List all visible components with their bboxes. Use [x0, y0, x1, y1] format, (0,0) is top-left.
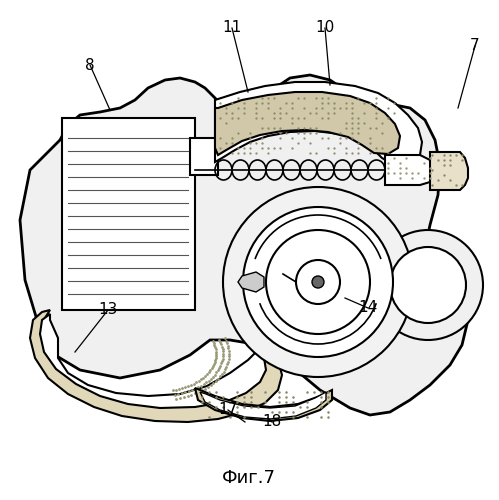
- Circle shape: [296, 260, 340, 304]
- Text: 7: 7: [470, 38, 480, 54]
- Text: 17: 17: [219, 402, 238, 417]
- Polygon shape: [385, 155, 435, 185]
- Polygon shape: [20, 75, 468, 415]
- Text: Фиг.7: Фиг.7: [222, 469, 276, 487]
- Circle shape: [243, 207, 393, 357]
- Text: 14: 14: [358, 300, 378, 316]
- Polygon shape: [430, 152, 468, 190]
- Circle shape: [312, 276, 324, 288]
- Circle shape: [266, 230, 370, 334]
- Polygon shape: [62, 118, 195, 310]
- Polygon shape: [200, 392, 326, 419]
- Text: 13: 13: [98, 302, 118, 318]
- Polygon shape: [238, 272, 264, 292]
- Polygon shape: [40, 314, 266, 408]
- Polygon shape: [190, 138, 218, 175]
- Polygon shape: [215, 92, 400, 155]
- Circle shape: [390, 247, 466, 323]
- Circle shape: [223, 187, 413, 377]
- Text: 11: 11: [223, 20, 242, 36]
- Text: 18: 18: [262, 414, 281, 430]
- Polygon shape: [215, 82, 422, 165]
- Polygon shape: [195, 388, 332, 421]
- Text: 8: 8: [85, 58, 95, 72]
- Text: 10: 10: [315, 20, 335, 36]
- Polygon shape: [30, 310, 282, 422]
- Circle shape: [373, 230, 483, 340]
